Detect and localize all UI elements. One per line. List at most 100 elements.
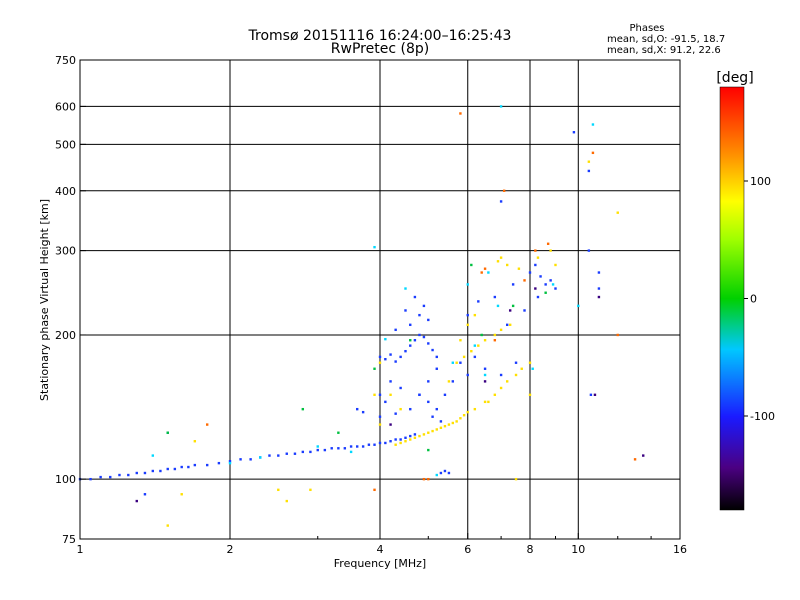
data-point	[323, 448, 327, 452]
data-point	[466, 313, 469, 317]
y-tick-label: 400	[55, 185, 76, 198]
data-point	[427, 400, 430, 404]
data-point	[554, 263, 557, 267]
data-point	[499, 328, 503, 332]
data-point	[418, 393, 421, 397]
data-point	[361, 445, 365, 448]
data-point	[591, 151, 595, 155]
data-point	[378, 393, 382, 397]
data-point	[499, 105, 503, 108]
data-point	[470, 263, 473, 267]
data-point	[285, 499, 288, 503]
data-point	[180, 465, 183, 469]
data-point	[373, 367, 376, 370]
data-point	[217, 461, 221, 465]
data-point	[409, 407, 412, 411]
data-point	[399, 438, 402, 441]
data-point	[459, 112, 462, 115]
data-point	[193, 440, 197, 443]
data-point	[399, 355, 402, 359]
colorbar	[719, 86, 745, 511]
data-point	[422, 433, 426, 436]
data-point	[508, 323, 512, 327]
data-point	[413, 433, 417, 436]
data-point	[384, 358, 387, 361]
data-point	[435, 428, 438, 431]
data-point	[511, 304, 515, 308]
data-point	[394, 360, 397, 363]
data-point	[459, 417, 462, 420]
data-point	[422, 335, 426, 339]
y-tick-label: 500	[55, 138, 76, 151]
data-point	[361, 410, 365, 414]
data-point	[268, 454, 271, 457]
data-point	[451, 421, 455, 425]
data-point	[536, 295, 540, 299]
data-point	[143, 471, 147, 475]
data-point	[499, 200, 503, 203]
y-tick-label: 100	[55, 473, 76, 486]
data-point	[480, 333, 483, 337]
data-point	[483, 339, 487, 342]
y-axis-ticks: 75 100 200 300 400 500 600 750	[55, 54, 86, 546]
data-point	[544, 291, 547, 294]
data-point	[514, 361, 518, 364]
data-point	[439, 420, 443, 423]
data-point	[413, 295, 417, 299]
data-point	[447, 423, 451, 426]
data-point	[409, 323, 412, 327]
data-point	[451, 361, 455, 364]
data-point	[523, 279, 526, 282]
data-point	[418, 434, 421, 438]
data-point	[514, 477, 518, 481]
data-point	[528, 271, 532, 274]
y-tick-label: 300	[55, 245, 76, 258]
data-point	[554, 287, 557, 290]
data-point	[389, 353, 392, 356]
data-point	[309, 450, 312, 454]
data-point	[143, 493, 147, 496]
grid-lines	[80, 60, 680, 539]
colorbar-tick-label: 0	[750, 293, 757, 306]
y-tick-label: 600	[55, 100, 76, 113]
data-point	[466, 373, 469, 377]
data-point	[378, 361, 382, 364]
phase-box-line-x: mean, sd,X: 91.2, 22.6	[607, 45, 721, 56]
data-point	[166, 467, 169, 471]
data-point	[180, 493, 183, 496]
data-point	[228, 461, 232, 465]
data-point	[455, 420, 458, 423]
data-point	[349, 450, 353, 454]
data-point	[389, 440, 392, 443]
data-point	[483, 267, 487, 270]
data-point	[439, 471, 443, 475]
x-tick-label: 10	[571, 543, 585, 556]
data-point	[418, 333, 421, 337]
data-point	[330, 447, 333, 450]
data-point	[151, 469, 155, 473]
data-point	[89, 477, 92, 481]
data-point	[409, 434, 412, 438]
data-point	[384, 400, 387, 404]
data-point	[378, 355, 382, 359]
data-point	[399, 441, 402, 445]
data-point	[528, 361, 532, 364]
x-tick-label: 8	[527, 543, 534, 556]
data-point	[118, 473, 121, 477]
data-point	[455, 361, 458, 364]
data-point	[546, 242, 550, 245]
data-point	[499, 256, 503, 259]
data-point	[259, 456, 262, 459]
data-point	[384, 441, 387, 445]
colorbar-tick-label: 100	[750, 175, 771, 188]
data-point	[616, 333, 619, 337]
data-point	[378, 415, 382, 418]
data-point	[135, 499, 138, 503]
data-point	[413, 339, 417, 342]
data-point	[301, 407, 305, 411]
data-point	[439, 426, 443, 430]
data-point	[473, 344, 477, 347]
data-point	[483, 367, 487, 370]
data-point	[587, 169, 591, 173]
data-point	[572, 131, 576, 134]
